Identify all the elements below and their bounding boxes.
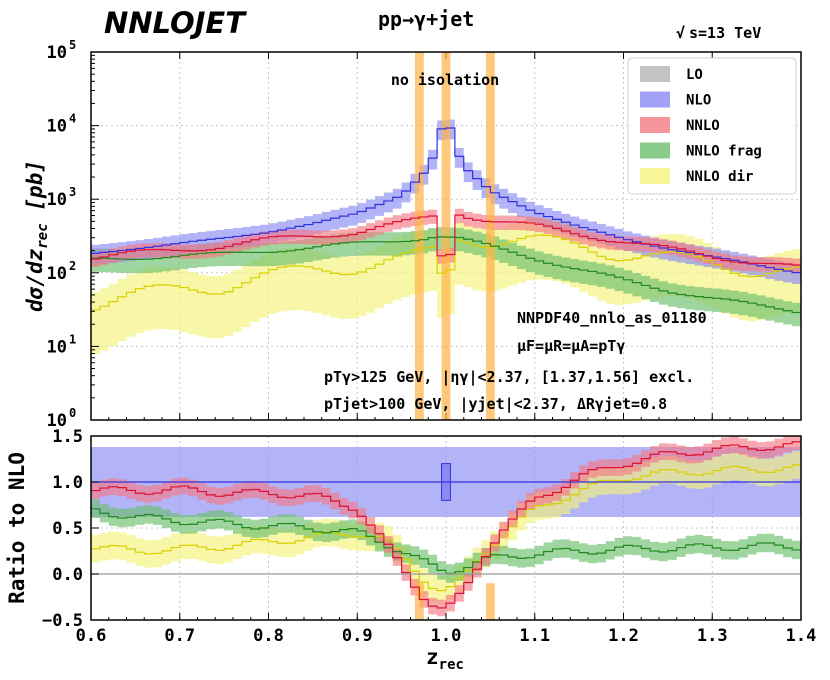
ratio-nnlo-dir-band [91, 451, 801, 605]
energy-sqrt: √ [676, 24, 685, 42]
ytick-exponent: 2 [69, 259, 76, 273]
scales-label: μF=μR=μA=pTγ [517, 337, 625, 355]
ratio-ytick-label: 1.5 [52, 427, 83, 447]
excluded-bin-band [414, 52, 424, 420]
ratio-nnlo-line [91, 441, 801, 609]
xtick-label: 0.8 [253, 626, 284, 646]
ratio-xticks: 0.6 0.7 0.8 0.9 1.0 1.1 1.2 1.3 1.4 [76, 613, 817, 646]
xtick-label: 0.7 [164, 626, 195, 646]
xtick-label: 1.4 [786, 626, 817, 646]
ratio-lines [91, 441, 801, 609]
energy-label: √ s=13 TeV [676, 24, 761, 42]
ratio-nnlo-dir-line [91, 464, 801, 592]
xtick-label: 1.3 [697, 626, 728, 646]
ratio-ytick-label: −0.5 [42, 611, 83, 631]
ratio-excluded-bin-band [414, 583, 424, 620]
legend-label: NNLO [686, 118, 720, 134]
main-frame [90, 51, 802, 421]
legend-label: NNLO frag [686, 144, 762, 160]
nnlo-dir-line [91, 234, 801, 311]
xtick-label: 0.9 [342, 626, 373, 646]
process-title: pp→γ+jet [378, 7, 474, 31]
legend-swatch [640, 117, 670, 133]
ratio-yticks: −0.5 0.0 0.5 1.0 1.5 [42, 427, 99, 631]
isolation-label: no isolation [391, 71, 499, 89]
ytick-label: 10 [47, 337, 67, 357]
legend-swatch [640, 91, 670, 108]
nnlo-frag-line [91, 236, 801, 314]
legend-label: NNLO dir [686, 169, 753, 185]
legend-label: LO [686, 67, 703, 83]
legend-entry: NNLO frag [640, 142, 762, 160]
legend-entry: NNLO dir [640, 168, 753, 185]
photon-cuts-label: pTγ>125 GeV, |ηγ|<2.37, [1.37,1.56] excl… [324, 368, 694, 387]
xtick-label: 1.1 [519, 626, 550, 646]
legend-entry: LO [640, 66, 703, 83]
ytick-label: 10 [47, 411, 67, 431]
energy-text: s=13 TeV [689, 24, 761, 42]
ratio-excluded-bin-band [485, 583, 495, 620]
ytick-exponent: 3 [69, 185, 76, 199]
main-lines [91, 127, 801, 314]
nnlojet-logo: NNLOJET [104, 6, 247, 40]
legend-swatch [640, 168, 670, 184]
legend-entry: NLO [640, 91, 711, 109]
jet-cuts-label: pTjet>100 GeV, |yjet|<2.37, ΔRγjet=0.8 [324, 395, 667, 414]
ytick-exponent: 1 [69, 332, 76, 346]
ytick-label: 10 [47, 117, 67, 137]
legend-swatch [640, 66, 670, 82]
ytick-exponent: 4 [69, 112, 76, 126]
xtick-label: 0.6 [76, 626, 107, 646]
excluded-bin-band [485, 52, 495, 420]
xtick-label: 1.2 [608, 626, 639, 646]
ytick-label: 10 [47, 190, 67, 210]
main-ylabel: dσ/dzrec [pb] [23, 160, 51, 312]
nlo-line [91, 127, 801, 274]
legend-swatch [640, 142, 670, 159]
legend-entry: NNLO [640, 117, 720, 134]
ratio-nnlo-frag-line [91, 508, 801, 575]
xlabel: zrec [426, 645, 464, 673]
xtick-label: 1.0 [431, 626, 462, 646]
legend-label: NLO [686, 93, 711, 109]
ratio-ylabel: Ratio to NLO [5, 452, 29, 604]
ytick-label: 10 [47, 264, 67, 284]
ytick-label: 10 [47, 43, 67, 63]
ytick-exponent: 0 [69, 406, 76, 420]
ratio-nnlo-frag-band [91, 499, 801, 583]
pdf-label: NNPDF40_nnlo_as_01180 [517, 309, 707, 327]
ratio-ytick-label: 1.0 [52, 473, 83, 493]
excluded-bin-band [441, 52, 451, 420]
ratio-ytick-label: 0.5 [52, 519, 83, 539]
nnlo-line [91, 214, 801, 266]
legend: LO NLO NNLO NNLO frag NNLO dir [627, 57, 797, 195]
ratio-panel: −0.5 0.0 0.5 1.0 1.5 0.6 0.7 0.8 0.9 1.0 1.1 1.2 1.… [5, 427, 816, 673]
ytick-exponent: 5 [69, 38, 76, 52]
ratio-ytick-label: 0.0 [52, 565, 83, 585]
